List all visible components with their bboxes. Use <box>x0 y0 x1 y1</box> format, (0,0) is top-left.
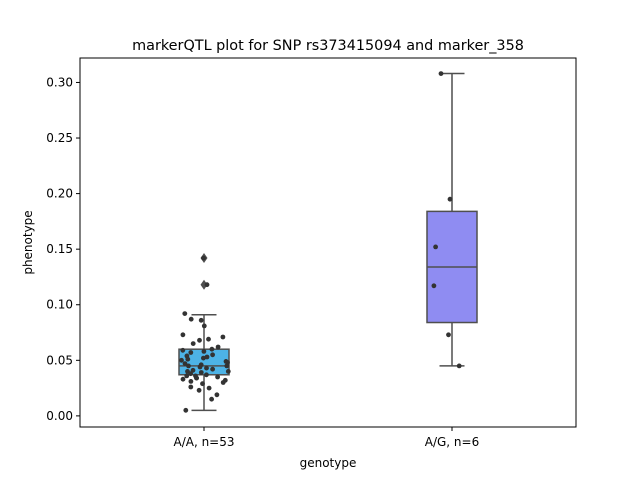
point-aa-data-point <box>188 384 194 390</box>
chart-title: markerQTL plot for SNP rs373415094 and m… <box>132 38 524 54</box>
box-aa-outlier-marker <box>200 279 208 290</box>
y-axis-title: phenotype <box>21 210 35 274</box>
point-aa-data-point <box>188 371 194 377</box>
point-aa-data-point <box>204 282 210 288</box>
point-aa-data-point <box>201 349 207 354</box>
point-aa-data-point <box>201 355 206 361</box>
point-aa-data-point <box>201 323 207 329</box>
point-aa-data-point <box>190 341 196 346</box>
point-aa-data-point <box>183 407 189 413</box>
point-aa-data-point <box>188 379 194 384</box>
point-aa-data-point <box>204 372 209 378</box>
point-aa-data-point <box>180 376 186 382</box>
point-aa-data-point <box>185 356 191 362</box>
point-aa-data-point <box>206 385 212 391</box>
y-tick-label: 0.00 <box>46 409 73 423</box>
point-aa-data-point <box>204 354 210 360</box>
point-ag-data-point <box>433 244 438 250</box>
point-aa-data-point <box>204 365 209 371</box>
y-tick-label: 0.05 <box>46 353 73 367</box>
point-aa-data-point <box>209 396 215 402</box>
point-aa-data-point <box>197 364 203 370</box>
point-aa-data-point <box>190 367 196 373</box>
point-ag-data-point <box>431 283 437 289</box>
point-aa-data-point <box>206 336 211 342</box>
point-aa-data-point <box>188 350 194 355</box>
point-aa-data-point <box>184 373 190 379</box>
point-aa-data-point <box>209 346 215 352</box>
x-axis-title: genotype <box>300 456 357 470</box>
plot-frame <box>79 57 577 428</box>
point-aa-data-point <box>179 357 184 363</box>
point-aa-data-point <box>198 370 204 375</box>
point-ag-data-point <box>446 332 451 338</box>
point-aa-data-point <box>180 332 186 338</box>
y-tick-label: 0.20 <box>46 187 73 201</box>
x-tick-label: A/G, n=6 <box>425 435 479 449</box>
point-aa-data-point <box>196 387 202 393</box>
point-aa-data-point <box>225 369 231 374</box>
point-aa-data-point <box>210 352 216 358</box>
point-aa-data-point <box>182 361 188 366</box>
point-aa-data-point <box>220 380 226 385</box>
point-ag-data-point <box>438 71 444 76</box>
point-aa-data-point <box>224 363 230 369</box>
point-aa-data-point <box>198 317 204 323</box>
point-aa-data-point <box>210 366 216 372</box>
point-ag-data-point <box>447 196 453 202</box>
point-aa-data-point <box>201 255 206 261</box>
y-tick-label: 0.15 <box>46 242 73 256</box>
point-aa-data-point <box>215 344 221 350</box>
point-ag-data-point <box>456 363 462 369</box>
point-aa-data-point <box>215 374 221 380</box>
y-tick-label: 0.25 <box>46 131 73 145</box>
point-aa-data-point <box>200 381 205 387</box>
point-aa-data-point <box>214 392 220 398</box>
y-tick-label: 0.10 <box>46 298 73 312</box>
point-aa-data-point <box>186 363 191 369</box>
point-aa-data-point <box>220 334 226 340</box>
point-aa-data-point <box>182 311 188 316</box>
point-aa-data-point <box>188 316 194 322</box>
point-aa-data-point <box>197 337 202 343</box>
point-aa-data-point <box>194 375 199 381</box>
y-tick-label: 0.30 <box>46 75 73 89</box>
x-tick-label: A/A, n=53 <box>173 435 234 449</box>
point-aa-data-point <box>180 347 186 353</box>
